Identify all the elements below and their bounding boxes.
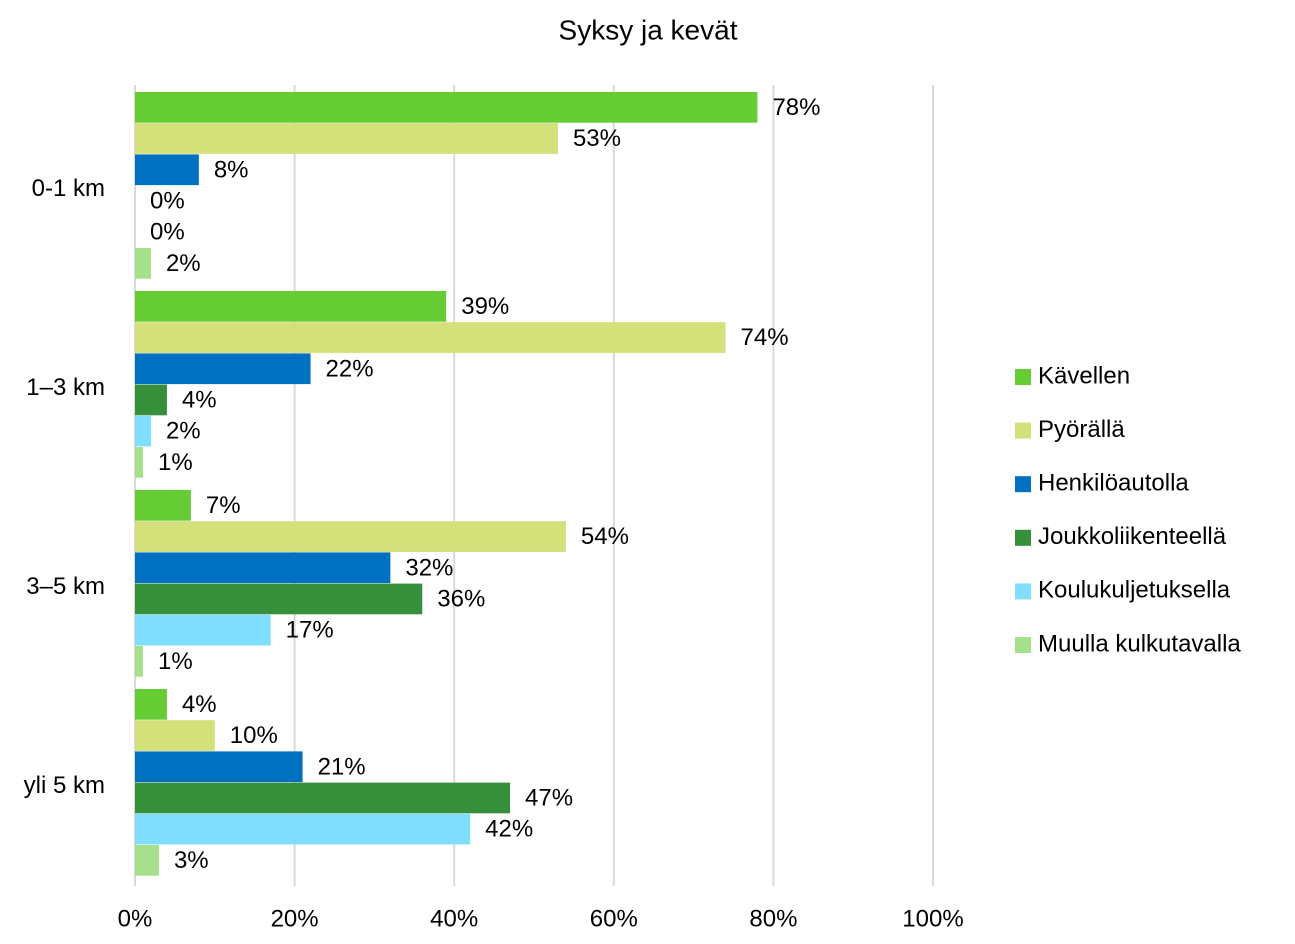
y-tick-label: 3–5 km — [26, 573, 105, 600]
data-label: 17% — [286, 617, 334, 644]
bar — [135, 384, 167, 416]
legend-swatch — [1015, 637, 1031, 653]
bar — [135, 248, 151, 279]
data-label: 47% — [525, 785, 573, 812]
data-label: 7% — [206, 492, 241, 519]
legend-label: Joukkoliikenteellä — [1038, 523, 1227, 550]
bar — [135, 583, 423, 615]
bar — [135, 154, 199, 186]
x-tick-label: 0% — [118, 905, 153, 932]
data-label: 4% — [182, 691, 217, 718]
y-tick-label: 1–3 km — [26, 374, 105, 401]
bar — [135, 415, 151, 447]
y-tick-label: yli 5 km — [24, 772, 105, 799]
x-tick-label: 80% — [749, 905, 797, 932]
data-label: 78% — [772, 94, 820, 121]
chart-title: Syksy ja kevät — [559, 14, 738, 45]
bar — [135, 291, 447, 322]
legend-swatch — [1015, 369, 1031, 385]
data-label: 32% — [405, 554, 453, 581]
data-label: 8% — [214, 156, 249, 183]
bar — [135, 689, 167, 720]
data-label: 54% — [581, 523, 629, 550]
bar — [135, 720, 215, 751]
legend-swatch — [1015, 422, 1031, 439]
x-tick-label: 40% — [430, 905, 478, 932]
x-tick-label: 100% — [902, 905, 963, 932]
bar — [135, 123, 558, 154]
x-tick-label: 20% — [271, 905, 319, 932]
legend-label: Henkilöautolla — [1038, 470, 1189, 497]
data-label: 1% — [158, 449, 193, 476]
legend-swatch — [1015, 476, 1031, 493]
legend-swatch — [1015, 529, 1031, 546]
data-label: 21% — [318, 753, 366, 780]
bar — [135, 447, 143, 478]
bar — [135, 353, 311, 385]
bar — [135, 521, 566, 552]
bar — [135, 751, 303, 783]
data-label: 22% — [326, 355, 374, 382]
bar — [135, 490, 191, 521]
bar — [135, 646, 143, 677]
legend-label: Koulukuljetuksella — [1038, 577, 1231, 604]
x-tick-label: 60% — [590, 905, 638, 932]
data-label: 36% — [437, 586, 485, 613]
data-label: 0% — [150, 219, 185, 246]
legend-label: Pyörällä — [1038, 416, 1125, 443]
legend-swatch — [1015, 583, 1031, 600]
bar — [135, 782, 511, 814]
bar — [135, 614, 271, 646]
data-label: 53% — [573, 125, 621, 152]
data-label: 2% — [166, 418, 201, 445]
legend-label: Kävellen — [1038, 362, 1130, 389]
bar — [135, 552, 391, 584]
data-label: 10% — [230, 722, 278, 749]
data-label: 1% — [158, 648, 193, 675]
data-label: 42% — [485, 816, 533, 843]
data-label: 0% — [150, 188, 185, 215]
data-label: 74% — [741, 324, 789, 351]
data-label: 2% — [166, 250, 201, 277]
legend-label: Muulla kulkutavalla — [1038, 630, 1241, 657]
bar — [135, 813, 471, 845]
bar — [135, 92, 758, 123]
y-tick-label: 0-1 km — [32, 175, 105, 202]
bar — [135, 322, 726, 353]
data-label: 3% — [174, 847, 209, 874]
bar — [135, 845, 159, 876]
data-label: 4% — [182, 387, 217, 414]
data-label: 39% — [461, 293, 509, 320]
